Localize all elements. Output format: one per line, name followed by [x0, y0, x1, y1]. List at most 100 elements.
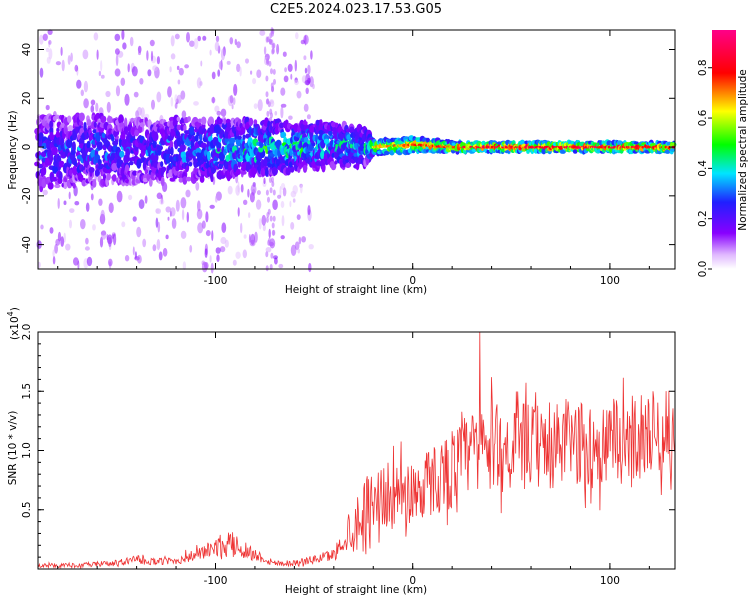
spectrogram-blob — [193, 101, 199, 106]
spectrogram-blob — [155, 208, 159, 214]
spectrogram-blob — [343, 155, 349, 160]
spectrogram-blob — [267, 239, 271, 246]
spectrogram-blob — [236, 41, 241, 49]
spectrogram-blob — [201, 116, 207, 126]
spectrogram-blob — [218, 60, 223, 70]
spectrogram-blob — [265, 216, 269, 223]
colorbar-tick-label: 0.8 — [697, 59, 709, 76]
spectrogram-blob — [266, 98, 270, 105]
spectrogram-blob — [188, 161, 193, 167]
spectrogram-blob — [129, 36, 134, 47]
spectrogram-blob — [69, 208, 75, 214]
spectrogram-blob — [67, 125, 73, 133]
spectrogram-blob — [114, 68, 121, 77]
spectrogram-blob — [76, 79, 82, 89]
spectrogram-blob — [280, 131, 287, 139]
colorbar-gradient — [712, 30, 736, 269]
spectrogram-blob — [216, 147, 221, 152]
spectrogram-blob — [134, 129, 140, 137]
spectrogram-blob — [277, 148, 281, 158]
spectrogram-blob — [519, 139, 526, 145]
spectrogram-blob — [292, 185, 298, 195]
spectrogram-blob — [278, 263, 284, 269]
spectrogram-blob — [85, 202, 90, 212]
snr-y-tick-label: 1.0 — [21, 442, 33, 459]
spectrogram-blob — [125, 148, 130, 159]
spectrogram-blob — [271, 43, 275, 50]
spectrogram-blob — [216, 141, 222, 150]
spectrogram-blob — [116, 190, 123, 203]
spectrogram-blob — [147, 69, 152, 77]
spectrogram-blob — [55, 61, 62, 66]
spectrogram-blob — [280, 103, 287, 108]
spectrogram-blob — [74, 201, 80, 206]
spectrogram-x-axis-label: Height of straight line (km) — [285, 284, 427, 296]
spectrogram-blob — [289, 200, 292, 208]
spectrogram-blob — [170, 97, 174, 107]
spectrogram-blob — [265, 167, 269, 177]
colorbar-label: Normalized spectral amplitude — [737, 69, 749, 230]
spectrogram-blob — [177, 79, 181, 85]
spectrogram-blob — [270, 68, 273, 75]
spectrogram-blob — [411, 150, 416, 154]
spectrogram-blob — [298, 236, 302, 245]
spectrogram-y-ticks: -40 -20 0 20 40 — [21, 43, 675, 253]
spectrogram-blob — [185, 165, 190, 171]
spectrogram-blob — [262, 224, 266, 232]
spectrogram-blob — [52, 256, 56, 265]
spectrogram-blob — [121, 29, 125, 40]
spectrogram-blob — [83, 80, 88, 93]
spectrogram-blob — [300, 39, 305, 45]
spectrogram-blob — [83, 121, 87, 132]
spectrogram-blob — [265, 189, 269, 196]
spectrogram-blob — [48, 48, 53, 60]
spectrogram-blob — [209, 171, 214, 181]
spectrogram-blob — [157, 127, 161, 133]
spectrogram-blob — [60, 138, 64, 147]
spectrogram-blob — [235, 251, 241, 259]
spectrogram-blob — [140, 107, 145, 119]
spectrogram-blob — [124, 255, 130, 262]
spectrogram-blob — [90, 99, 96, 106]
spectrogram-blob — [162, 247, 168, 257]
spectrogram-blob — [122, 42, 127, 50]
spectrogram-x-ticks: -100 0 100 — [57, 30, 650, 287]
spectrogram-blob — [49, 227, 54, 234]
spectrogram-blob — [669, 148, 676, 152]
spectrogram-blob — [280, 200, 285, 209]
spectrogram-blob — [634, 141, 639, 145]
spectrogram-blob — [289, 161, 293, 168]
spectrogram-blob — [296, 90, 302, 99]
spectrogram-blob — [71, 141, 76, 151]
spectrogram-blob — [37, 140, 43, 148]
spectrogram-blob — [243, 199, 248, 205]
spectrogram-blob — [96, 142, 103, 151]
spectrogram-blob — [256, 69, 262, 78]
spectrogram-blob — [224, 239, 229, 248]
spectrogram-blob — [119, 150, 125, 158]
spectrogram-blob — [111, 163, 118, 171]
spectrogram-blob — [197, 222, 204, 234]
spectrogram-blob — [114, 33, 121, 42]
spectrogram-blob — [237, 207, 240, 217]
spectrogram-blob — [249, 192, 255, 203]
spectrogram-blob — [66, 138, 73, 149]
snr-marks — [37, 331, 675, 570]
snr-y-tick-label: 0.5 — [21, 501, 33, 518]
spectrogram-blob — [272, 215, 276, 222]
spectrogram-blob — [268, 228, 271, 239]
spectrogram-blob — [139, 118, 145, 124]
spectrogram-blob — [178, 67, 184, 76]
spectrogram-blob — [99, 236, 104, 248]
spectrogram-blob — [226, 172, 231, 182]
spectrogram-blob — [403, 136, 409, 140]
spectrogram-blob — [156, 239, 161, 251]
spectrogram-blob — [131, 66, 138, 77]
spectrogram-blob — [271, 47, 275, 54]
spectrogram-blob — [273, 78, 276, 85]
spectrogram-blob — [215, 247, 221, 254]
spectrogram-blob — [233, 83, 238, 96]
spectrogram-blob — [68, 191, 71, 200]
spectrogram-blob — [72, 182, 76, 189]
spectrogram-blob — [176, 116, 180, 122]
